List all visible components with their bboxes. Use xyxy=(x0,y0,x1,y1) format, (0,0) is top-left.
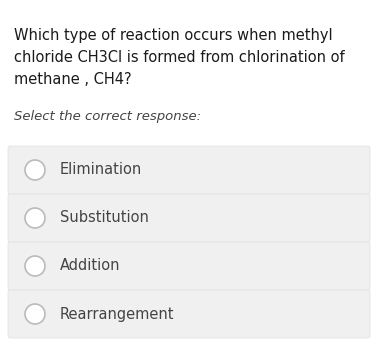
FancyBboxPatch shape xyxy=(8,290,370,338)
Text: Which type of reaction occurs when methyl: Which type of reaction occurs when methy… xyxy=(14,28,332,43)
Text: Addition: Addition xyxy=(60,259,120,273)
Text: Substitution: Substitution xyxy=(60,211,149,225)
Text: Select the correct response:: Select the correct response: xyxy=(14,110,201,123)
FancyBboxPatch shape xyxy=(8,242,370,290)
Circle shape xyxy=(25,304,45,324)
Circle shape xyxy=(25,256,45,276)
FancyBboxPatch shape xyxy=(8,194,370,242)
Text: methane , CH4?: methane , CH4? xyxy=(14,72,131,87)
Text: chloride CH3Cl is formed from chlorination of: chloride CH3Cl is formed from chlorinati… xyxy=(14,50,345,65)
Text: Elimination: Elimination xyxy=(60,163,142,177)
Circle shape xyxy=(25,208,45,228)
FancyBboxPatch shape xyxy=(8,146,370,194)
Circle shape xyxy=(25,160,45,180)
Text: Rearrangement: Rearrangement xyxy=(60,307,174,321)
